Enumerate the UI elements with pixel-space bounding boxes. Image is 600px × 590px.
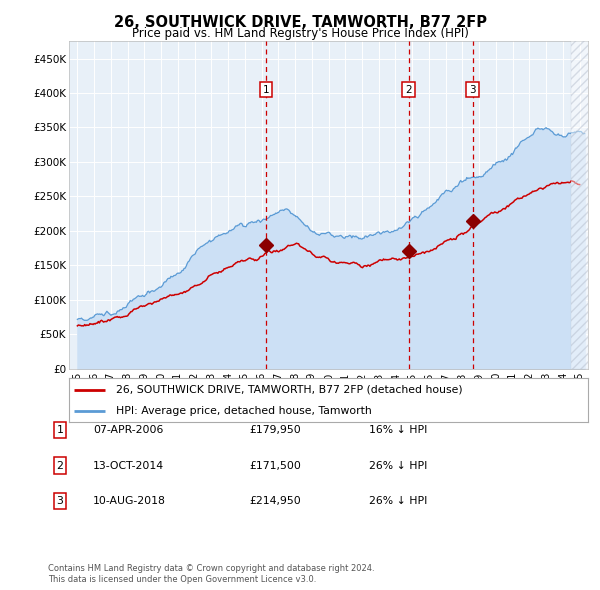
Text: £214,950: £214,950 [249,496,301,506]
Text: 10-AUG-2018: 10-AUG-2018 [93,496,166,506]
Bar [571,41,600,369]
Text: 3: 3 [56,496,64,506]
Text: 13-OCT-2014: 13-OCT-2014 [93,461,164,470]
Text: £179,950: £179,950 [249,425,301,435]
Text: Price paid vs. HM Land Registry's House Price Index (HPI): Price paid vs. HM Land Registry's House … [131,27,469,40]
Text: £171,500: £171,500 [249,461,301,470]
Text: 1: 1 [56,425,64,435]
Text: 2: 2 [405,84,412,94]
Text: 07-APR-2006: 07-APR-2006 [93,425,163,435]
Text: 3: 3 [469,84,476,94]
Text: Contains HM Land Registry data © Crown copyright and database right 2024.: Contains HM Land Registry data © Crown c… [48,565,374,573]
Text: 26, SOUTHWICK DRIVE, TAMWORTH, B77 2FP (detached house): 26, SOUTHWICK DRIVE, TAMWORTH, B77 2FP (… [116,385,463,395]
Text: 26% ↓ HPI: 26% ↓ HPI [369,461,427,470]
Text: This data is licensed under the Open Government Licence v3.0.: This data is licensed under the Open Gov… [48,575,316,584]
Text: 1: 1 [263,84,269,94]
Text: 26, SOUTHWICK DRIVE, TAMWORTH, B77 2FP: 26, SOUTHWICK DRIVE, TAMWORTH, B77 2FP [113,15,487,30]
Text: 26% ↓ HPI: 26% ↓ HPI [369,496,427,506]
Text: 2: 2 [56,461,64,470]
Text: 16% ↓ HPI: 16% ↓ HPI [369,425,427,435]
Text: HPI: Average price, detached house, Tamworth: HPI: Average price, detached house, Tamw… [116,406,371,416]
